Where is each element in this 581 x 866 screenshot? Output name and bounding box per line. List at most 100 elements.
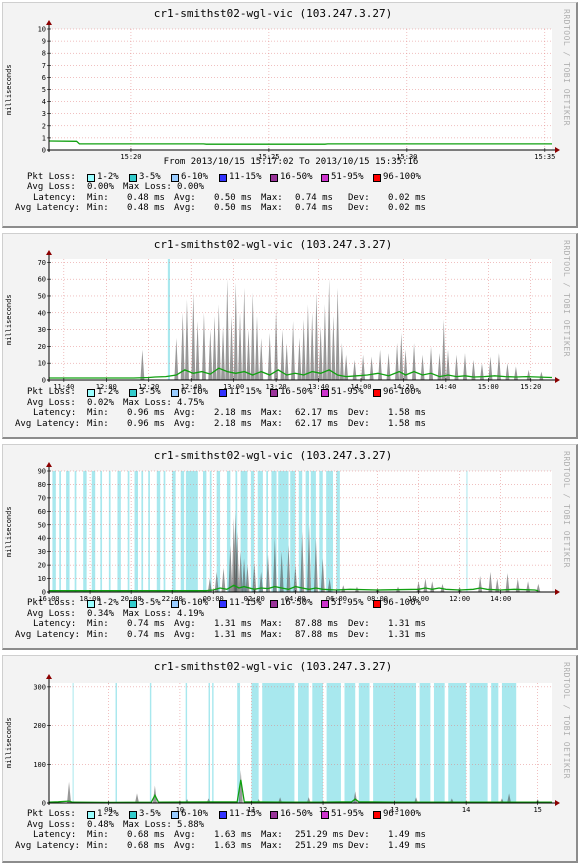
- loss-swatch: [171, 173, 179, 182]
- loss-band: [257, 471, 263, 592]
- y-tick-label: 10: [38, 575, 46, 583]
- smoke-spike: [272, 538, 277, 592]
- loss-swatch: [373, 811, 381, 819]
- smoke-spike: [515, 578, 520, 592]
- min-value: 0.96 ms: [127, 418, 165, 429]
- smoke-spike: [180, 312, 185, 380]
- dev-label: Dev:: [348, 192, 370, 203]
- avg-label: Avg:: [174, 418, 196, 429]
- loss-swatch: [373, 389, 381, 397]
- smoke-spike: [403, 349, 408, 380]
- smoke-spike: [339, 343, 344, 380]
- smoke-spike: [242, 558, 247, 592]
- x-tick-label: 14:40: [435, 383, 456, 391]
- loss-band: [466, 471, 468, 592]
- graph-panel: cr1-smithst02-wgl-vic (103.247.3.27) RRDT…: [2, 655, 578, 863]
- smoke-spike: [306, 797, 311, 803]
- loss-band: [336, 471, 340, 592]
- x-tick-label: 16:00: [38, 595, 59, 603]
- avg-value: 0.50 ms: [214, 192, 252, 203]
- max-value: 0.74 ms: [295, 192, 333, 203]
- loss-legend-label: 1-2%: [97, 809, 119, 819]
- loss-swatch: [270, 173, 278, 182]
- loss-band: [212, 683, 214, 803]
- latency-row: Latency: Min: 0.74 ms Avg: 1.31 ms Max: 87.88 …: [3, 619, 579, 630]
- smoke-spike: [488, 571, 493, 592]
- graph-panel: cr1-smithst02-wgl-vic (103.247.3.27) RRDT…: [2, 444, 578, 650]
- y-tick-label: 0: [42, 377, 46, 385]
- loss-swatch: [219, 173, 227, 182]
- x-tick-label: 12:00: [96, 383, 117, 391]
- loss-legend-label: 11-15%: [229, 387, 262, 397]
- graph-stats: From 2013/10/15 15:17:02 To 2013/10/15 1…: [3, 157, 579, 214]
- loss-legend-label: 1-2%: [97, 171, 119, 182]
- avg-latency-row: Avg Latency: Min: 0.96 ms Avg: 2.18 ms Max: 62…: [3, 419, 579, 430]
- loss-legend-label: 96-100%: [383, 387, 421, 397]
- avg-value: 1.63 ms: [214, 840, 252, 851]
- smoke-spike: [378, 349, 383, 380]
- smoke-spike: [327, 578, 332, 592]
- loss-legend: Pkt Loss: 1-2% 3-5% 6-10% 11-15% 16-50% 51-95%…: [3, 809, 579, 820]
- smoke-spike: [229, 316, 234, 380]
- graph-title: cr1-smithst02-wgl-vic (103.247.3.27): [153, 7, 393, 20]
- x-tick-label: 00:00: [203, 595, 224, 603]
- min-label: Min:: [87, 830, 109, 840]
- loss-band: [180, 471, 185, 592]
- smoke-spike: [505, 573, 510, 592]
- smoke-spike: [242, 287, 247, 380]
- x-tick-label: 12:20: [138, 383, 159, 391]
- x-tick-label: 15:20: [120, 153, 141, 161]
- smoke-spike: [174, 337, 179, 380]
- graph-stats: Pkt Loss: 1-2% 3-5% 6-10% 11-15% 16-50% 51-95%…: [3, 387, 579, 429]
- latency-plot: 0 10 20 30 40 50 60 70 80 90 16:00 18:00 20:00 22:00 0…: [38, 462, 560, 603]
- pkt-loss-label: Pkt Loss:: [27, 809, 76, 819]
- y-tick-label: 30: [38, 326, 46, 334]
- smoke-spike: [307, 524, 312, 592]
- avg-latency-row-label: Avg Latency:: [15, 840, 81, 851]
- avg-loss-value: 0.34%: [87, 608, 115, 619]
- x-tick-label: 15:30: [396, 153, 417, 161]
- loss-legend-label: 1-2%: [97, 598, 119, 608]
- max-loss-label: Max Loss:: [123, 182, 172, 192]
- loss-band: [185, 471, 198, 592]
- loss-band: [305, 471, 310, 592]
- loss-band: [226, 471, 231, 592]
- x-tick-label: 15:25: [258, 153, 279, 161]
- x-tick-label: 14:20: [393, 383, 414, 391]
- y-tick-label: 8: [42, 50, 46, 58]
- loss-swatch: [171, 811, 179, 819]
- median-line: [49, 584, 539, 592]
- y-tick-label: 30: [38, 548, 46, 556]
- loss-legend-label: 6-10%: [181, 598, 209, 608]
- loss-band: [290, 471, 296, 592]
- dev-value: 1.31 ms: [388, 619, 426, 629]
- loss-legend-label: 51-95%: [331, 387, 364, 397]
- loss-swatch: [87, 600, 95, 608]
- loss-band: [240, 471, 248, 592]
- y-tick-label: 90: [38, 468, 46, 476]
- latency-row: Latency: Min: 0.68 ms Avg: 1.63 ms Max: 251.29…: [3, 830, 579, 841]
- avg-label: Avg:: [174, 840, 196, 851]
- dev-value: 0.02 ms: [388, 192, 426, 203]
- x-tick-label: 15:00: [478, 383, 499, 391]
- y-tick-label: 1: [42, 134, 46, 142]
- min-value: 0.68 ms: [127, 830, 165, 840]
- avg-label: Avg:: [174, 203, 196, 213]
- avg-loss-label: Avg Loss:: [27, 182, 76, 192]
- latency-row-label: Latency:: [33, 619, 77, 629]
- loss-band: [235, 471, 238, 592]
- loss-band: [266, 471, 268, 592]
- smoke-spike: [67, 781, 72, 803]
- max-loss-label: Max Loss:: [123, 608, 172, 619]
- loss-band: [358, 683, 370, 803]
- max-value: 0.74 ms: [295, 203, 333, 213]
- y-tick-label: 50: [38, 521, 46, 529]
- smoke-spike: [437, 353, 442, 380]
- y-tick-label: 10: [38, 360, 46, 368]
- smoke-spike: [238, 312, 243, 380]
- x-tick-label: 04:00: [285, 595, 306, 603]
- smoke-spike: [441, 319, 446, 380]
- smoke-spike: [305, 304, 310, 380]
- y-tick-label: 7: [42, 62, 46, 70]
- loss-band: [59, 471, 61, 592]
